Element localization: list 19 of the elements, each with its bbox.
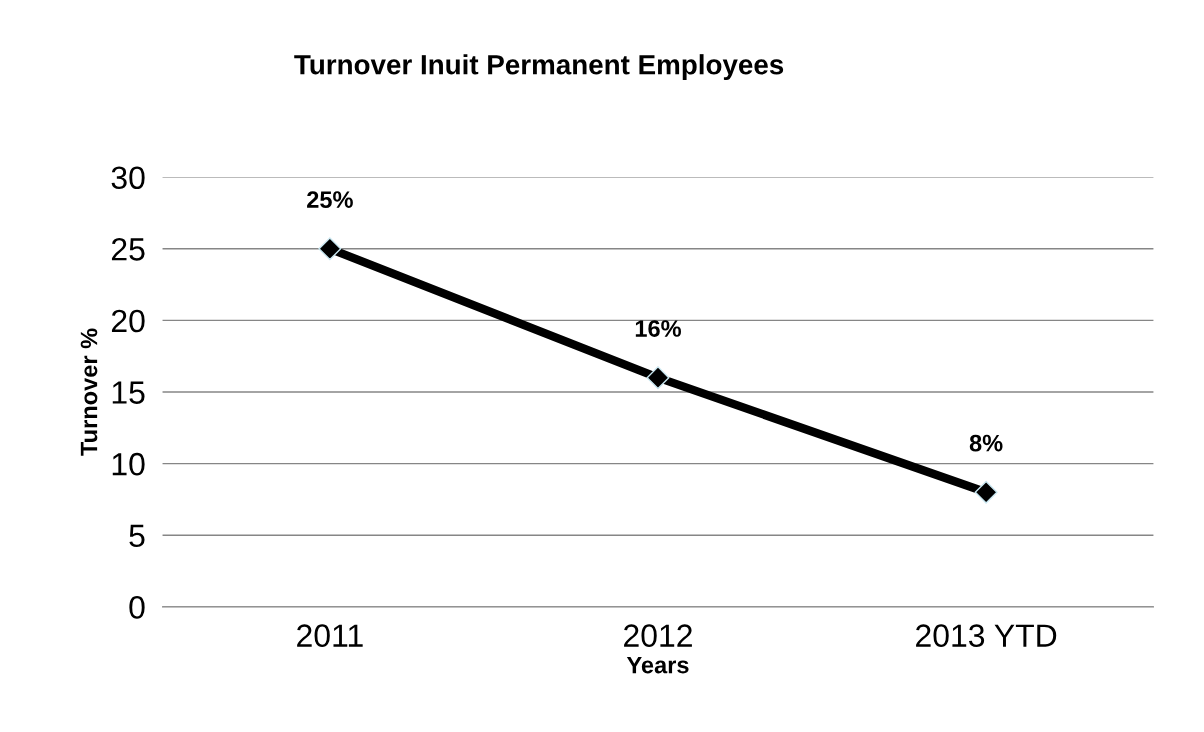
point	[974, 480, 998, 504]
y-tick-label: 20	[111, 309, 145, 333]
y-tick-label: 0	[129, 596, 145, 619]
chart-title: Turnover Inuit Permanent Employees	[294, 54, 784, 81]
point	[646, 366, 670, 390]
y-axis-title: Turnover %	[80, 328, 98, 456]
y-tick-label: 15	[112, 381, 145, 404]
x-tick-label: 2011	[297, 624, 363, 647]
y-tick-label: 25	[111, 238, 145, 261]
y-tick-label: 30	[111, 166, 145, 190]
data-label: 8%	[969, 434, 1003, 452]
y-tick-label: 10	[112, 452, 145, 476]
x-tick-label: 2013 YTD	[916, 624, 1057, 647]
x-tick-label: 2012	[624, 624, 692, 647]
x-axis-title: Years	[626, 656, 689, 674]
point	[318, 237, 342, 261]
y-tick-label: 5	[129, 524, 145, 548]
data-label: 16%	[635, 320, 681, 337]
data-label: 25%	[307, 191, 353, 208]
